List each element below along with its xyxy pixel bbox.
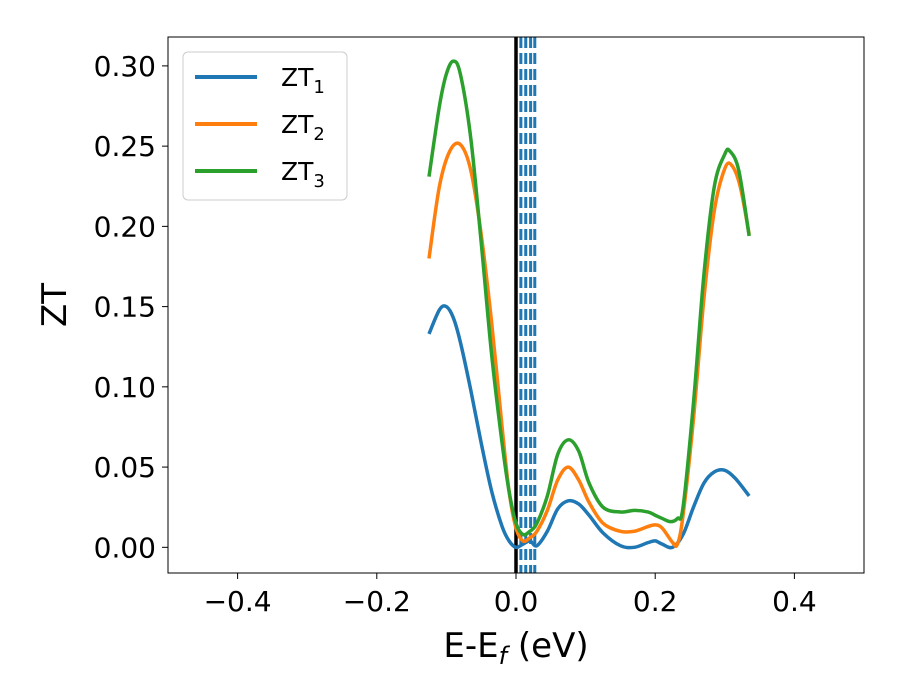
legend-box	[182, 51, 348, 201]
legend-label: ZT2	[281, 110, 325, 145]
y-tick-label: 0.00	[94, 531, 156, 564]
x-tick-label: 0.2	[633, 585, 678, 618]
x-tick-label: 0.0	[494, 585, 539, 618]
y-tick-label: 0.30	[94, 50, 156, 83]
vertical-lines	[514, 37, 537, 573]
y-tick-label: 0.05	[94, 451, 156, 484]
legend-label: ZT1	[281, 63, 325, 98]
series-line-zt3	[427, 59, 751, 537]
x-tick-label: −0.2	[343, 585, 411, 618]
y-axis-ticks: 0.00 0.05 0.10 0.15 0.20 0.25 0.30	[94, 50, 168, 564]
x-axis-label: E-Ef (eV)	[443, 626, 588, 670]
legend-label: ZT3	[281, 157, 325, 192]
x-tick-label: 0.4	[772, 585, 817, 618]
legend: ZT1 ZT2 ZT3	[182, 51, 348, 201]
y-tick-label: 0.10	[94, 371, 156, 404]
x-tick-label: −0.4	[204, 585, 272, 618]
series-layer	[427, 59, 751, 550]
y-tick-label: 0.15	[94, 291, 156, 324]
y-tick-label: 0.20	[94, 210, 156, 243]
x-axis-ticks: −0.4 −0.2 0.0 0.2 0.4	[204, 573, 817, 618]
x-axis-label-unit: (eV)	[507, 626, 589, 666]
series-line-zt1	[427, 304, 751, 550]
y-axis-label: ZT	[35, 283, 75, 327]
y-tick-label: 0.25	[94, 130, 156, 163]
